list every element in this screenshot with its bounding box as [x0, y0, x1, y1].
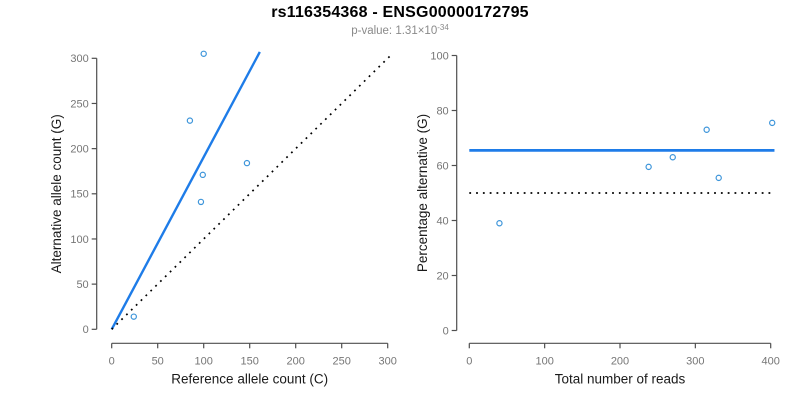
x-tick-label: 50: [152, 356, 164, 368]
figure-title: rs116354368 - ENSG00000172795: [271, 4, 529, 21]
y-tick-label: 20: [436, 270, 448, 282]
y-tick-label: 60: [436, 160, 448, 172]
x-tick-label: 150: [241, 356, 259, 368]
identity-line: [111, 54, 392, 330]
data-point: [703, 126, 710, 133]
x-tick-label: 200: [287, 356, 305, 368]
pvalue-exponent: -34: [437, 23, 449, 32]
y-tick-label: 150: [70, 189, 88, 201]
data-point: [200, 50, 207, 57]
y-tick-label: 300: [70, 53, 88, 65]
figure-subtitle: p-value: 1.31×10-34: [0, 23, 800, 37]
data-point: [669, 154, 676, 161]
x-tick-label: 300: [686, 356, 704, 368]
data-point: [496, 220, 503, 227]
y-axis-title: Percentage alternative (G): [415, 114, 430, 272]
x-tick-label: 100: [195, 356, 213, 368]
x-axis-title: Reference allele count (C): [171, 372, 328, 387]
fit-line: [110, 51, 261, 330]
left-scatter-plot: 0 50 100 150 200 250 300 0 50 100 150 200 250 300 Refe…: [49, 50, 397, 387]
data-point: [197, 198, 205, 206]
data-point: [243, 159, 251, 167]
data-point: [645, 163, 652, 171]
x-axis-title: Total number of reads: [555, 372, 686, 387]
y-tick-label: 250: [70, 98, 88, 110]
x-tick-label: 0: [109, 356, 115, 368]
data-point: [186, 117, 194, 124]
y-tick-label: 0: [83, 324, 89, 336]
y-tick-label: 100: [430, 50, 448, 62]
x-tick-label: 300: [379, 356, 397, 368]
data-point: [130, 313, 137, 320]
y-axis-title: Alternative allele count (G): [49, 114, 64, 273]
y-tick-label: 200: [70, 143, 88, 155]
y-tick-label: 0: [443, 325, 449, 337]
y-tick-label: 40: [436, 215, 448, 227]
y-tick-label: 80: [436, 105, 448, 117]
y-tick-label: 100: [70, 234, 88, 246]
x-tick-label: 100: [535, 356, 553, 368]
x-tick-label: 0: [466, 356, 472, 368]
data-point: [769, 119, 776, 127]
x-tick-label: 400: [762, 356, 780, 368]
x-tick-label: 200: [611, 356, 629, 368]
y-tick-label: 50: [76, 279, 88, 291]
data-point: [715, 174, 722, 182]
data-point: [199, 171, 206, 179]
pvalue-text: p-value: 1.31×10: [351, 25, 438, 37]
x-tick-label: 250: [333, 356, 351, 368]
